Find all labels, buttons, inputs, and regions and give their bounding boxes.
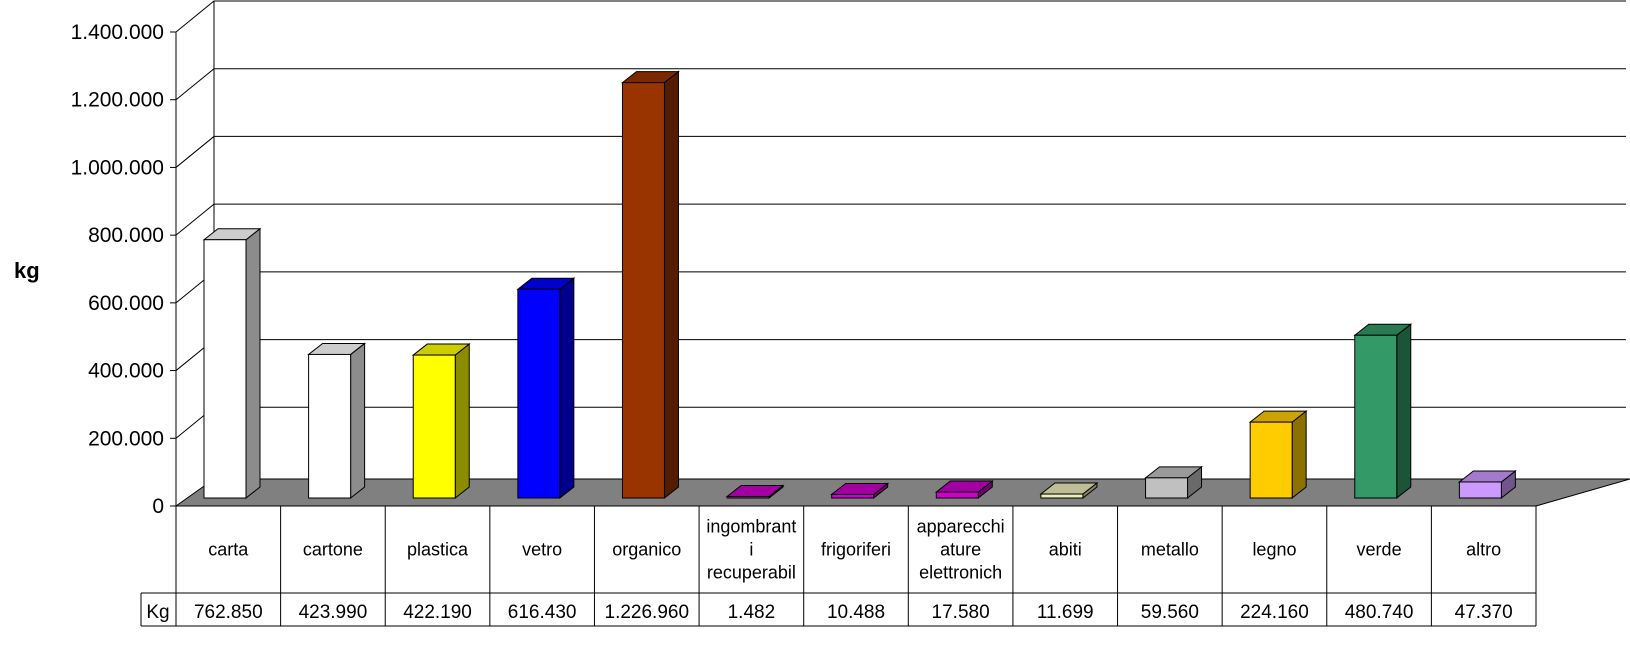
- table-value-cell: 1.226.960: [605, 602, 690, 623]
- bar-carta: [202, 227, 262, 500]
- bar-front-face: [1040, 493, 1084, 499]
- y-tick-label: 800.000: [88, 224, 164, 247]
- gridline: [175, 271, 1626, 304]
- bar-plastica: [411, 343, 471, 500]
- bar-abiti: [1039, 482, 1099, 500]
- category-label: organico: [612, 540, 681, 560]
- gridline: [175, 203, 1626, 236]
- bar-front-face: [308, 353, 352, 499]
- bar-front-face: [726, 496, 770, 499]
- bar-front-face: [517, 288, 561, 499]
- category-label: legno: [1252, 540, 1296, 560]
- bar-side-face: [454, 343, 470, 500]
- category-label: i: [749, 540, 753, 560]
- y-tick-label: 1.200.000: [71, 89, 164, 112]
- bar-cartone: [307, 342, 367, 500]
- y-tick-label: 1.000.000: [71, 156, 164, 179]
- bar-side-face: [559, 277, 575, 500]
- y-axis-label: kg: [14, 258, 40, 283]
- category-label: recuperabil: [707, 563, 796, 583]
- bar-front-face: [1249, 421, 1293, 499]
- table-row-label: Kg: [146, 602, 169, 623]
- table-value-cell: 423.990: [299, 602, 368, 623]
- bar-vetro: [516, 277, 576, 500]
- category-label: altro: [1466, 540, 1501, 560]
- bar-frigoriferi: [830, 482, 890, 500]
- bar-verde: [1353, 323, 1413, 500]
- bar-front-face: [412, 354, 456, 499]
- category-label: carta: [208, 540, 249, 560]
- category-label: vetro: [522, 540, 562, 560]
- y-tick-label: 400.000: [88, 360, 164, 383]
- bar-front-face: [831, 493, 875, 499]
- category-label: elettronich: [919, 563, 1002, 583]
- bar-apparecchiatureelettronich: [934, 480, 994, 500]
- gridline: [175, 135, 1626, 168]
- bars: [202, 70, 1517, 500]
- y-tick-label: 0: [152, 495, 164, 518]
- data-table: Kg carta 762.850 cartone 423.990 plastica 422.…: [140, 506, 1537, 627]
- table-value-cell: 616.430: [508, 602, 577, 623]
- bar-side-face: [350, 342, 366, 500]
- bar-side-face: [1396, 323, 1412, 500]
- bar-side-face: [245, 227, 261, 500]
- y-tick-label: 600.000: [88, 292, 164, 315]
- bar-front-face: [621, 82, 665, 499]
- table-value-cell: 422.190: [403, 602, 472, 623]
- category-label: ature: [940, 540, 981, 560]
- bar-front-face: [203, 239, 247, 499]
- category-label: ingombrant: [706, 517, 796, 537]
- y-tick-label: 200.000: [88, 427, 164, 450]
- category-label: abiti: [1049, 540, 1082, 560]
- gridline: [175, 0, 1626, 33]
- floor-plane: [174, 478, 1630, 507]
- table-value-cell: 17.580: [932, 602, 990, 623]
- bar-front-face: [1354, 334, 1398, 499]
- category-label: metallo: [1141, 540, 1199, 560]
- table-value-cell: 59.560: [1141, 602, 1199, 623]
- category-label: frigoriferi: [821, 540, 891, 560]
- bar-front-face: [1145, 477, 1189, 499]
- bar-metallo: [1144, 465, 1203, 500]
- category-label: cartone: [303, 540, 363, 560]
- bar-legno: [1248, 410, 1308, 500]
- bar-side-face: [1291, 410, 1307, 500]
- bar-altro: [1457, 469, 1517, 500]
- bar-front-face: [1458, 481, 1502, 499]
- bar-organico: [621, 70, 680, 500]
- table-value-cell: 11.699: [1037, 602, 1094, 623]
- bar-side-face: [663, 70, 679, 500]
- table-value-cell: 1.482: [728, 602, 776, 623]
- bar-ingombrantirecuperabil: [725, 484, 785, 500]
- gridline: [175, 68, 1626, 101]
- chart-floor: [174, 478, 1630, 507]
- y-tick-label: 1.400.000: [71, 21, 164, 44]
- y-axis-ticks: 0 200.000 400.000 600.000 800.000 1.000.000 1.…: [71, 21, 176, 518]
- category-label: plastica: [407, 540, 469, 560]
- category-label: verde: [1357, 540, 1402, 560]
- table-value-cell: 224.160: [1240, 602, 1309, 623]
- table-value-cell: 480.740: [1345, 602, 1414, 623]
- table-value-cell: 10.488: [827, 602, 885, 623]
- table-value-cell: 47.370: [1455, 602, 1513, 623]
- table-value-cell: 762.850: [194, 602, 263, 623]
- category-label: apparecchi: [917, 517, 1005, 537]
- bar-front-face: [935, 491, 979, 499]
